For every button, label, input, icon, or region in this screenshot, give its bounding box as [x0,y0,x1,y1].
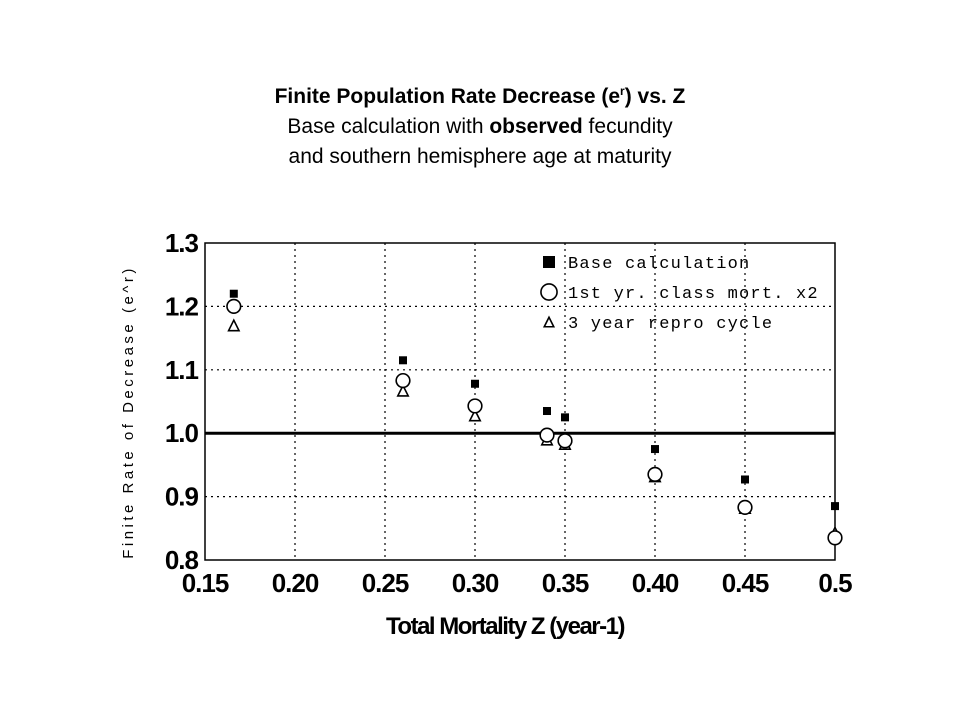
subtitle-1-emphasis: observed [489,115,583,138]
data-point-circle [540,283,558,301]
y-tick-label: 1.0 [165,418,199,448]
chart-title-text: Finite Population Rate Decrease (e [274,85,621,108]
x-tick-label: 0.30 [452,568,499,598]
data-point-square [741,475,749,484]
x-tick-label: 0.45 [722,568,769,598]
series-square [229,289,839,511]
series-circle [226,298,843,546]
y-tick-label: 1.1 [165,355,199,385]
data-point-circle [395,372,411,389]
plot-frame [204,242,836,561]
data-point-square [543,407,551,416]
data-point-triangle [542,315,556,328]
data-point-triangle [468,408,482,422]
series-layer [226,289,843,546]
x-tick-label: 0.35 [542,568,589,598]
x-tick-label: 0.5 [818,568,852,598]
data-point-square [543,256,555,268]
legend-label: Base calculation [568,255,750,274]
data-point-square [399,356,407,365]
chart-title: Finite Population Rate Decrease (er) vs.… [0,76,960,112]
chart-title-superscript: r [620,84,625,98]
data-point-circle [557,433,573,449]
data-point-square [561,413,569,422]
data-point-circle [539,427,555,443]
data-point-triangle [227,318,241,332]
chart-subtitle-2: and southern hemisphere age at maturity [288,145,672,168]
x-tick-label: 0.15 [182,568,229,598]
y-tick-label: 1.3 [165,228,199,258]
data-point-square [831,502,839,511]
data-point-circle [467,398,483,414]
x-tick-label: 0.20 [272,568,319,598]
y-tick-label: 0.8 [165,545,199,575]
subtitle-1-text-a: Base calculation with [287,115,490,138]
x-axis-label: Total Mortality Z (year-1) [386,613,624,640]
chart-subtitle-1: Base calculation with observed fecundity [0,112,960,142]
x-tick-label: 0.25 [362,568,409,598]
data-point-circle [737,499,753,515]
chart-title-suffix: ) vs. Z [624,85,686,108]
data-point-triangle [396,383,410,397]
data-point-square [651,445,659,454]
subtitle-1-text-b: fecundity [582,115,673,138]
x-tick-label: 0.40 [632,568,679,598]
data-point-square [229,289,238,298]
data-point-circle [647,466,663,483]
y-tick-label: 0.9 [165,482,199,512]
legend: Base calculation 1st yr. class mort. x2 3 … [540,255,819,334]
y-axis-label: Finite Rate of Decrease (e^r) [120,265,137,559]
tick-label-layer: 0.15 0.20 0.25 0.30 0.35 0.40 0.45 0.5 0.8 0.9 1.0… [165,228,853,598]
chart-title-block: Finite Population Rate Decrease (er) vs.… [0,76,960,172]
data-point-square [471,379,479,388]
legend-label: 1st yr. class mort. x2 [568,285,819,304]
data-point-circle [827,530,843,546]
y-tick-label: 1.2 [165,291,199,321]
legend-label: 3 year repro cycle [568,315,773,334]
data-point-circle [226,298,242,315]
